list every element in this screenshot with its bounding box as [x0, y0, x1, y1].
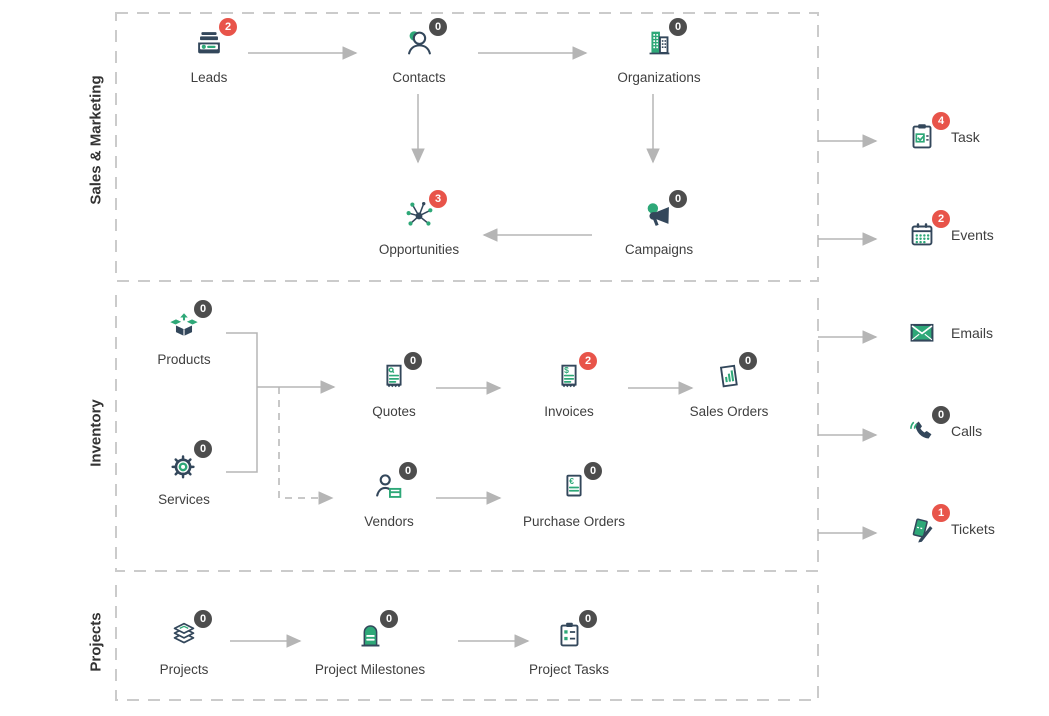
- activity-tickets[interactable]: 1 Tickets: [905, 504, 995, 546]
- node-leads[interactable]: 2 Leads: [134, 18, 284, 85]
- node-label: Opportunities: [378, 242, 460, 257]
- activity-calls[interactable]: 0 Calls: [905, 406, 983, 448]
- leads-count-badge: 2: [219, 18, 237, 36]
- node-label: Project Milestones: [314, 662, 426, 677]
- products-count-badge: 0: [194, 300, 212, 318]
- node-project-milestones[interactable]: 0 Project Milestones: [295, 610, 445, 677]
- node-label: Contacts: [392, 70, 446, 85]
- node-label: Leads: [190, 70, 228, 85]
- node-contacts[interactable]: 0 Contacts: [344, 18, 494, 85]
- node-organizations[interactable]: 0 Organizations: [584, 18, 734, 85]
- campaigns-count-badge: 0: [669, 190, 687, 208]
- node-campaigns[interactable]: 0 Campaigns: [584, 190, 734, 257]
- node-label: Campaigns: [624, 242, 694, 257]
- activity-label: Events: [951, 227, 994, 243]
- calls-count-badge: 0: [932, 406, 950, 424]
- project-tasks-count-badge: 0: [579, 610, 597, 628]
- contacts-count-badge: 0: [429, 18, 447, 36]
- node-quotes[interactable]: 0 Quotes: [319, 352, 469, 419]
- node-label: Organizations: [617, 70, 701, 85]
- vendors-count-badge: 0: [399, 462, 417, 480]
- invoices-count-badge: 2: [579, 352, 597, 370]
- node-label: Vendors: [364, 514, 414, 529]
- activity-label: Tickets: [951, 521, 995, 537]
- section-title-projects: Projects: [87, 612, 105, 672]
- tickets-count-badge: 1: [932, 504, 950, 522]
- node-label: Purchase Orders: [522, 514, 626, 529]
- node-invoices[interactable]: 2 Invoices: [494, 352, 644, 419]
- node-vendors[interactable]: 0 Vendors: [314, 462, 464, 529]
- quotes-count-badge: 0: [404, 352, 422, 370]
- node-projects[interactable]: 0 Projects: [109, 610, 259, 677]
- activity-events[interactable]: 2 Events: [905, 210, 994, 252]
- node-label: Projects: [159, 662, 209, 677]
- section-title-sales-marketing: Sales & Marketing: [87, 75, 105, 205]
- organizations-count-badge: 0: [669, 18, 687, 36]
- events-count-badge: 2: [932, 210, 950, 228]
- section-title-inventory: Inventory: [87, 399, 105, 467]
- node-opportunities[interactable]: 3 Opportunities: [344, 190, 494, 257]
- node-products[interactable]: 0 Products: [109, 300, 259, 367]
- node-purchase-orders[interactable]: 0 Purchase Orders: [499, 462, 649, 529]
- emails-icon: [905, 316, 939, 350]
- node-sales-orders[interactable]: 0 Sales Orders: [654, 352, 804, 419]
- node-label: Products: [157, 352, 211, 367]
- services-count-badge: 0: [194, 440, 212, 458]
- activity-task[interactable]: 4 Task: [905, 112, 980, 154]
- node-services[interactable]: 0 Services: [109, 440, 259, 507]
- purchase-orders-count-badge: 0: [584, 462, 602, 480]
- activity-label: Emails: [951, 325, 994, 341]
- task-count-badge: 4: [932, 112, 950, 130]
- project-milestones-count-badge: 0: [380, 610, 398, 628]
- node-label: Services: [158, 492, 210, 507]
- activity-label: Calls: [951, 423, 983, 439]
- node-label: Sales Orders: [689, 404, 769, 419]
- projects-count-badge: 0: [194, 610, 212, 628]
- opportunities-count-badge: 3: [429, 190, 447, 208]
- node-project-tasks[interactable]: 0 Project Tasks: [494, 610, 644, 677]
- activity-emails[interactable]: Emails: [905, 316, 993, 350]
- node-label: Invoices: [544, 404, 594, 419]
- node-label: Project Tasks: [528, 662, 610, 677]
- node-label: Quotes: [372, 404, 416, 419]
- activity-label: Task: [951, 129, 980, 145]
- sales-orders-count-badge: 0: [739, 352, 757, 370]
